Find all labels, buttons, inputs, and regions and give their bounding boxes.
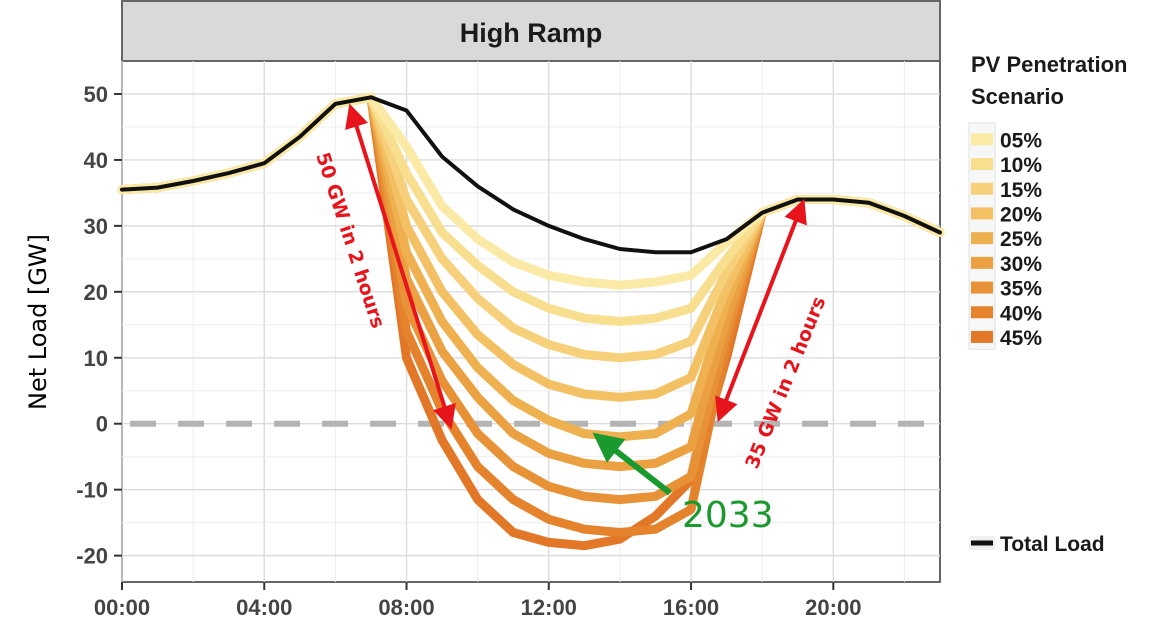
- legend-label: 35%: [1000, 278, 1042, 301]
- y-tick-label: 30: [84, 214, 108, 239]
- ramp-down-arrow: [345, 103, 456, 430]
- legend-title-line-2: Scenario: [971, 84, 1064, 109]
- y-tick-label: 20: [84, 280, 108, 305]
- x-tick-label: 00:00: [94, 595, 150, 620]
- x-tick-label: 04:00: [236, 595, 292, 620]
- legend-label: 30%: [1000, 253, 1042, 276]
- y-tick-label: -20: [76, 544, 108, 569]
- legend-swatch: [971, 158, 993, 171]
- legend-label: 10%: [1000, 154, 1042, 177]
- legend-label: 15%: [1000, 179, 1042, 202]
- x-tick-label: 12:00: [521, 595, 577, 620]
- legend-title-line-1: PV Penetration: [971, 52, 1127, 77]
- x-tick-label: 20:00: [805, 595, 861, 620]
- y-axis-title: Net Load [GW]: [24, 234, 52, 410]
- y-tick-label: 10: [84, 346, 108, 371]
- year-arrow: [592, 432, 672, 496]
- legend-swatch: [971, 207, 993, 220]
- facet-strip: [121, 0, 941, 62]
- ramp-up-arrow: [715, 198, 807, 423]
- y-tick-label: 50: [84, 82, 108, 107]
- year-label: 2033: [682, 495, 774, 536]
- legend-label: 45%: [1000, 327, 1042, 350]
- legend-swatch: [971, 256, 993, 269]
- y-axis-ticks: 50 40 30 20 10 0 -10 -20: [76, 82, 122, 569]
- legend-label: 40%: [1000, 302, 1042, 325]
- y-tick-label: -10: [76, 478, 108, 503]
- legend-swatch: [971, 232, 993, 245]
- legend-label: 20%: [1000, 203, 1042, 226]
- legend: PV Penetration Scenario 05%10%15%20%25%3…: [968, 52, 1127, 556]
- legend-swatch: [971, 281, 993, 294]
- x-tick-label: 16:00: [663, 595, 719, 620]
- legend-label-total: Total Load: [1000, 533, 1105, 556]
- legend-swatch: [971, 182, 993, 195]
- legend-swatch: [971, 133, 993, 146]
- x-axis-ticks: 00:00 04:00 08:00 12:00 16:00 20:00: [94, 582, 861, 620]
- x-tick-label: 08:00: [378, 595, 434, 620]
- y-tick-label: 0: [96, 412, 108, 437]
- y-tick-label: 40: [84, 148, 108, 173]
- legend-swatch: [971, 306, 993, 319]
- legend-label: 05%: [1000, 129, 1042, 152]
- facet-title: High Ramp: [460, 18, 603, 48]
- legend-swatch: [971, 330, 993, 343]
- legend-label: 25%: [1000, 228, 1042, 251]
